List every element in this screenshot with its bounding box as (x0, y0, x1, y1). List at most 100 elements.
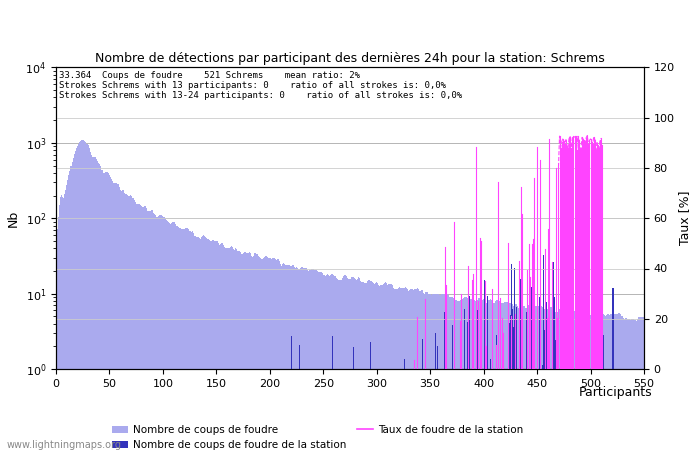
Bar (526, 308, 527, 450)
Bar (156, 217, 157, 450)
Bar (498, 301, 499, 450)
Bar (592, 312, 593, 450)
Bar (487, 302, 489, 450)
Bar (240, 252, 241, 450)
Bar (177, 226, 178, 450)
Bar (521, 333, 522, 450)
Bar (170, 224, 171, 450)
Bar (458, 301, 460, 450)
Bar (447, 294, 448, 450)
Bar (67, 180, 69, 450)
Bar (307, 270, 308, 450)
Bar (357, 279, 358, 450)
Bar (554, 340, 556, 450)
Bar (573, 310, 574, 450)
Bar (157, 217, 158, 450)
Bar (159, 215, 160, 450)
Bar (112, 181, 113, 450)
Bar (193, 233, 195, 450)
Bar (158, 216, 159, 450)
Bar (455, 300, 456, 450)
Bar (168, 222, 169, 450)
Bar (617, 314, 618, 450)
Bar (470, 299, 471, 450)
Bar (314, 270, 315, 450)
Bar (394, 288, 395, 450)
Bar (484, 300, 485, 450)
Bar (473, 300, 475, 450)
Bar (477, 310, 478, 450)
Bar (408, 291, 409, 450)
Bar (464, 309, 465, 450)
Bar (162, 216, 163, 450)
Bar (195, 237, 197, 450)
Bar (221, 243, 222, 450)
Bar (161, 216, 162, 450)
Bar (342, 278, 343, 450)
Bar (437, 293, 438, 450)
Bar (197, 237, 199, 450)
Bar (379, 286, 381, 450)
Bar (88, 145, 89, 450)
Bar (627, 319, 629, 450)
Bar (106, 171, 107, 450)
Bar (454, 299, 455, 450)
Bar (294, 267, 295, 450)
Bar (461, 355, 462, 450)
Bar (590, 315, 591, 450)
Bar (321, 272, 322, 450)
Bar (536, 306, 537, 450)
Bar (540, 305, 541, 450)
Bar (591, 314, 592, 450)
Bar (392, 285, 393, 450)
Bar (325, 275, 326, 450)
Bar (302, 267, 304, 450)
Bar (243, 253, 244, 450)
Bar (633, 320, 634, 450)
Bar (620, 314, 621, 450)
Bar (589, 314, 590, 450)
Bar (290, 266, 292, 450)
Bar (384, 283, 385, 450)
Bar (557, 311, 558, 450)
Bar (529, 356, 530, 450)
Bar (612, 314, 613, 450)
Bar (568, 311, 570, 450)
Bar (621, 316, 622, 450)
Bar (203, 235, 204, 450)
Bar (268, 258, 270, 450)
Bar (449, 297, 450, 450)
Bar (250, 253, 251, 450)
Bar (351, 277, 353, 450)
Bar (59, 205, 60, 450)
Bar (155, 216, 156, 450)
Bar (217, 241, 218, 450)
Bar (346, 276, 347, 450)
Bar (388, 284, 389, 450)
Bar (405, 287, 406, 450)
Bar (624, 319, 625, 450)
Bar (444, 295, 446, 450)
Bar (572, 286, 573, 450)
Bar (215, 241, 216, 450)
Bar (545, 310, 546, 450)
Bar (292, 265, 293, 450)
Bar (233, 249, 234, 450)
Bar (378, 285, 379, 450)
Bar (139, 204, 140, 450)
Bar (435, 333, 436, 450)
Bar (560, 310, 561, 450)
Bar (216, 241, 217, 450)
Bar (141, 206, 142, 450)
Bar (461, 300, 462, 450)
Bar (575, 312, 576, 450)
Bar (191, 232, 193, 450)
Bar (485, 302, 486, 450)
Bar (248, 252, 249, 450)
Bar (588, 313, 589, 450)
Bar (263, 258, 264, 450)
Bar (533, 307, 534, 450)
Bar (113, 183, 114, 450)
Bar (528, 306, 529, 450)
Bar (154, 215, 155, 450)
